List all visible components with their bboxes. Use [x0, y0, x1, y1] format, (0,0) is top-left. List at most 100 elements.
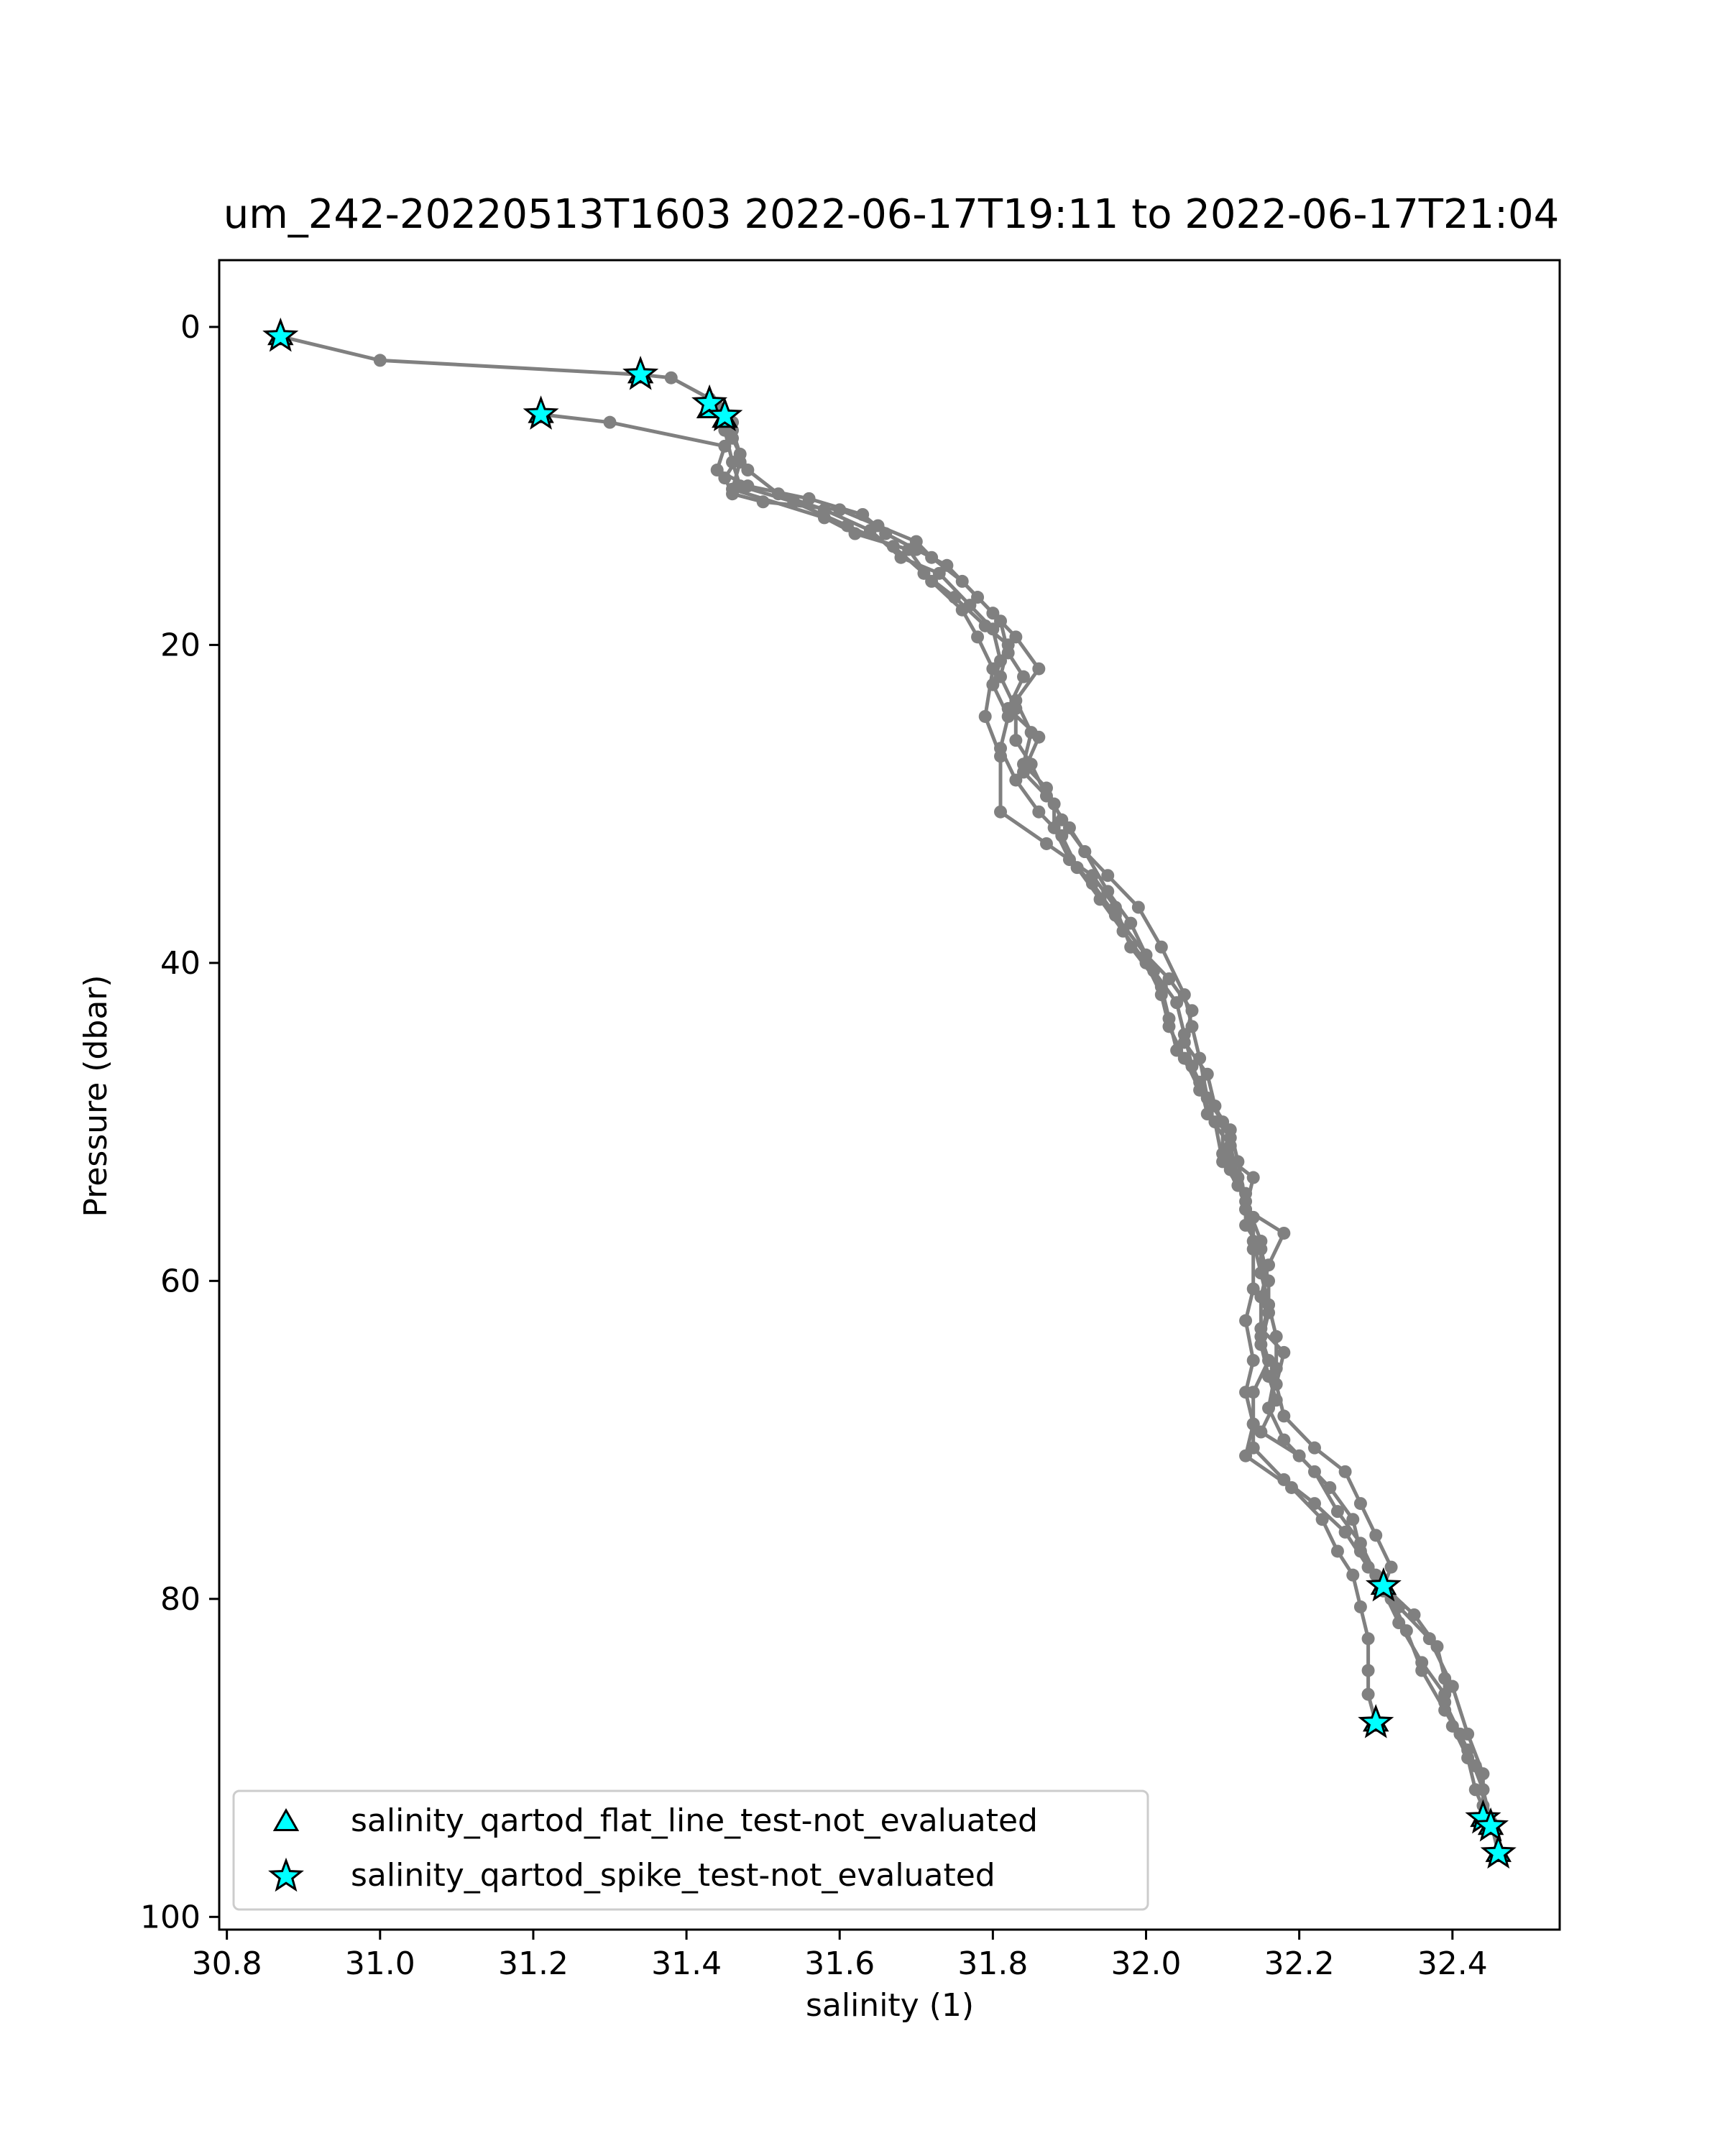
profile-point	[817, 511, 831, 525]
profile-point	[1017, 670, 1030, 683]
profile-point	[1124, 940, 1138, 954]
profile-point	[1124, 916, 1138, 930]
x-tick-label: 31.0	[345, 1945, 415, 1982]
x-tick-label: 32.2	[1264, 1945, 1335, 1982]
profile-line-1	[280, 334, 1485, 1819]
profile-point	[1277, 1433, 1291, 1447]
profile-point	[978, 709, 992, 723]
profile-line-5	[730, 422, 1485, 1806]
profile-point	[1254, 1330, 1268, 1343]
profile-point	[1399, 1624, 1413, 1638]
profile-point	[1246, 1235, 1260, 1248]
profile-point	[1101, 869, 1115, 883]
profile-point	[1445, 1680, 1459, 1693]
profile-point	[1384, 1560, 1398, 1574]
legend-triangle-marker	[272, 1807, 300, 1832]
spike-flag-marker	[262, 317, 299, 352]
profile-point	[1216, 1155, 1230, 1169]
spike-flag-marker	[1358, 1704, 1394, 1738]
profile-point	[1246, 1417, 1260, 1431]
profile-point	[1193, 1075, 1207, 1089]
profile-point	[1262, 1401, 1276, 1415]
profile-point	[1353, 1537, 1367, 1550]
y-axis-label: Pressure (dbar)	[78, 975, 114, 1217]
spike-flag-marker	[523, 395, 559, 430]
profile-point	[848, 527, 862, 540]
profile-point	[1246, 1282, 1260, 1296]
profile-point	[978, 619, 992, 632]
x-tick-label: 30.8	[192, 1945, 262, 1982]
profile-point	[1200, 1107, 1214, 1121]
profile-point	[1461, 1727, 1475, 1741]
profile-point	[1032, 805, 1046, 819]
chart-title: um_242-20220513T1603 2022-06-17T19:11 to…	[224, 191, 1560, 238]
profile-point	[994, 750, 1008, 763]
y-tick-label: 100	[140, 1899, 201, 1935]
profile-point	[879, 527, 893, 540]
profile-point	[1476, 1767, 1490, 1781]
x-tick-label: 31.2	[498, 1945, 569, 1982]
profile-point	[1422, 1632, 1436, 1646]
profile-point	[955, 603, 969, 617]
profile-point	[1062, 821, 1076, 834]
profile-point	[1032, 730, 1046, 744]
profile-point	[1369, 1529, 1383, 1542]
profile-point	[1009, 773, 1023, 787]
profile-point	[664, 371, 678, 384]
profile-point	[1277, 1409, 1291, 1423]
x-axis-label: salinity (1)	[806, 1987, 974, 2024]
profile-point	[1307, 1441, 1321, 1455]
profile-point	[1315, 1513, 1329, 1526]
legend-star	[268, 1857, 304, 1892]
profile-point	[1277, 1345, 1291, 1359]
profile-point	[710, 464, 724, 477]
spike-flag-marker	[691, 384, 728, 419]
profile-point	[1307, 1497, 1321, 1511]
profile-point	[1246, 1386, 1260, 1399]
profile-point	[925, 574, 939, 588]
profile-point	[1262, 1298, 1276, 1312]
profile-point	[603, 415, 617, 429]
profile-point	[1162, 1012, 1176, 1026]
profile-point	[1277, 1473, 1291, 1486]
profile-point	[1330, 1544, 1344, 1558]
profile-point	[726, 482, 740, 496]
profile-point	[1361, 1687, 1375, 1701]
profile-point	[856, 507, 870, 521]
spike-flag-marker	[622, 356, 659, 390]
profile-point	[1353, 1497, 1367, 1511]
legend: salinity_qartod_flat_line_test-not_evalu…	[232, 1789, 1149, 1911]
profile-point	[1361, 1632, 1375, 1646]
profile-point	[787, 495, 801, 509]
legend-star-marker	[268, 1857, 304, 1892]
profile-point	[1009, 734, 1023, 747]
plot-area	[262, 317, 1517, 1869]
profile-point	[1239, 1202, 1253, 1216]
profile-point	[1039, 789, 1053, 803]
profile-point	[1246, 1441, 1260, 1455]
y-tick-label: 0	[180, 309, 201, 346]
profile-point	[1154, 980, 1168, 994]
legend-triangle	[272, 1807, 300, 1832]
profile-point	[1177, 1028, 1191, 1041]
profile-point	[1338, 1465, 1352, 1478]
profile-point	[1032, 662, 1046, 676]
profile-point	[1269, 1330, 1283, 1343]
y-tick-label: 60	[160, 1263, 201, 1299]
spike-flag-marker	[1480, 1834, 1517, 1869]
profile-point	[1001, 638, 1015, 652]
profile-point	[1223, 1123, 1237, 1137]
y-tick-label: 80	[160, 1581, 201, 1618]
profile-point	[1239, 1314, 1253, 1327]
profile-point	[1262, 1353, 1276, 1367]
profile-point	[1039, 837, 1053, 850]
profile-point	[1185, 1004, 1199, 1018]
profile-line-3	[723, 418, 1378, 1724]
profile-point	[1307, 1465, 1321, 1478]
profile-point	[1231, 1171, 1245, 1184]
profile-point	[1246, 1171, 1260, 1184]
profile-point	[1078, 845, 1092, 859]
legend-frame	[232, 1789, 1149, 1911]
profile-point	[1085, 869, 1099, 883]
